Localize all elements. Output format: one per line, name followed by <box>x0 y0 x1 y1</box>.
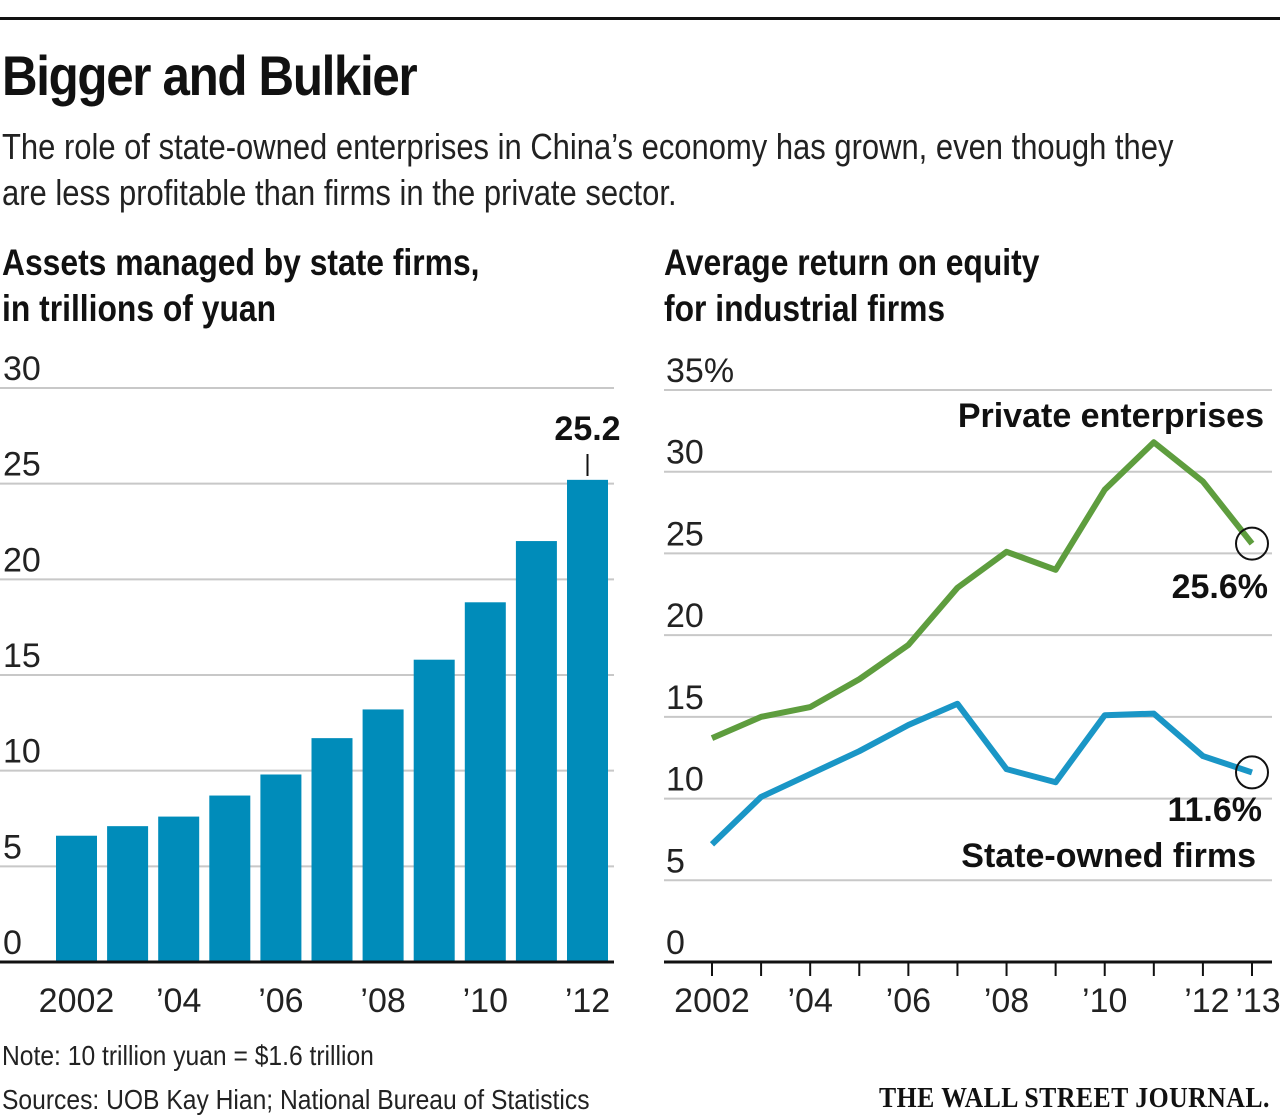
line-y-tick-label: 10 <box>666 761 704 799</box>
line-chart-title: Average return on equity for industrial … <box>664 240 1039 332</box>
bar-2007 <box>311 738 353 962</box>
line-chart-title-line2: for industrial firms <box>664 288 946 329</box>
bar-x-tick-label: ’12 <box>565 982 610 1020</box>
bar-chart-gridlines <box>0 387 614 868</box>
bar-chart-title-line2: in trillions of yuan <box>2 288 277 329</box>
private-enterprises-line <box>710 439 1255 741</box>
private-enterprises-line-end-marker <box>1235 526 1269 561</box>
subheadline: The role of state-owned enterprises in C… <box>2 126 1174 213</box>
line-chart-title-line1: Average return on equity <box>664 242 1040 283</box>
bar-2009 <box>413 659 455 962</box>
line-chart-gridlines <box>664 389 1272 882</box>
bar-chart-title: Assets managed by state firms, in trilli… <box>2 240 479 332</box>
bar-y-tick-label: 20 <box>3 541 41 579</box>
bar-2005 <box>209 795 251 962</box>
line-y-tick-label: 35% <box>666 352 734 390</box>
bar-y-tick-label: 5 <box>3 828 22 866</box>
bar-x-tick-label: ’10 <box>463 982 508 1020</box>
line-y-tick-label: 30 <box>666 434 704 472</box>
private-enterprises-label: Private enterprises <box>958 397 1264 435</box>
private-enterprises-end-value: 25.6% <box>1172 568 1268 606</box>
bar-annotation-value: 25.2 <box>554 410 620 448</box>
bar-y-tick-label: 15 <box>3 637 41 675</box>
line-y-tick-label: 15 <box>666 679 704 717</box>
line-chart-labels: Private enterprises 25.6% 11.6% State-owned… <box>958 397 1268 875</box>
state-owned-firms-label: State-owned firms <box>961 837 1256 875</box>
line-y-tick-label: 5 <box>666 842 685 880</box>
bar-chart-bars <box>56 479 608 962</box>
bar-2010 <box>464 602 506 962</box>
footnote: Note: 10 trillion yuan = $1.6 trillion <box>2 1040 374 1071</box>
bar-y-tick-label: 0 <box>3 924 22 962</box>
line-y-tick-label: 0 <box>666 924 685 962</box>
line-chart-series <box>709 439 1269 847</box>
line-x-tick-label: ’12 <box>1184 982 1229 1020</box>
headline: Bigger and Bulkier <box>2 44 418 107</box>
line-x-tick-label: ’06 <box>886 982 931 1020</box>
bar-2002 <box>56 835 97 962</box>
bar-chart-title-line1: Assets managed by state firms, <box>2 242 480 283</box>
line-x-tick-label: ’13 <box>1235 982 1280 1020</box>
bar-y-tick-label: 25 <box>3 446 41 484</box>
bar-2004 <box>158 816 200 962</box>
bar-2011 <box>515 541 557 962</box>
bar-x-tick-label: ’04 <box>156 982 201 1020</box>
state-owned-firms-line <box>709 700 1253 847</box>
publisher-logo: THE WALL STREET JOURNAL. <box>879 1083 1270 1114</box>
state-owned-firms-line-end-marker <box>1235 755 1269 790</box>
line-y-tick-label: 25 <box>666 515 704 553</box>
bar-x-tick-label: ’06 <box>258 982 303 1020</box>
bar-2012 <box>567 479 608 962</box>
bar-chart-x-axis: 2002 ’04 ’06 ’08 ’10 ’12 <box>0 960 614 1020</box>
line-chart-x-axis: 2002 ’04 ’06 ’08 ’10 ’12’13 <box>664 960 1280 1020</box>
line-y-tick-label: 20 <box>666 597 704 635</box>
bar-2003 <box>107 826 149 962</box>
line-x-tick-label: ’10 <box>1082 982 1127 1020</box>
bar-y-tick-label: 30 <box>3 350 41 388</box>
bar-2006 <box>260 774 302 962</box>
line-chart-y-axis: 0 5 10 15 20 25 30 35% <box>666 352 734 962</box>
state-owned-firms-end-value: 11.6% <box>1167 791 1262 829</box>
bar-x-tick-label: 2002 <box>39 982 115 1020</box>
line-x-tick-label: ’08 <box>984 982 1029 1020</box>
sources-line: Sources: UOB Kay Hian; National Bureau o… <box>2 1084 590 1115</box>
bar-y-tick-label: 10 <box>3 733 41 771</box>
line-x-tick-label: ’04 <box>787 982 832 1020</box>
bar-chart-y-axis: 0 5 10 15 20 25 30 <box>3 350 41 962</box>
bar-x-tick-label: ’08 <box>360 982 405 1020</box>
top-rule <box>0 17 1280 20</box>
line-x-tick-label: 2002 <box>674 982 750 1020</box>
bar-2008 <box>362 709 404 962</box>
bar-chart-annotation: 25.2 <box>554 410 621 476</box>
